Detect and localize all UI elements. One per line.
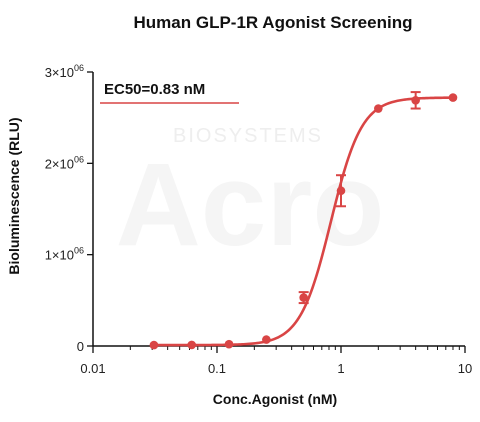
y-axis-label: Bioluminescence (RLU) xyxy=(6,117,22,274)
watermark-logo: Acro xyxy=(116,139,385,271)
chart-title: Human GLP-1R Agonist Screening xyxy=(134,13,413,32)
y-tick-label: 1×1006 xyxy=(45,246,84,263)
plot-area: 0.01 0.1 1 10 0 1×1006 2×1006 3×1006 xyxy=(45,63,473,376)
x-tick-label: 10 xyxy=(458,361,472,376)
x-tick-label: 0.1 xyxy=(208,361,226,376)
x-tick-label: 0.01 xyxy=(80,361,105,376)
x-tick-label: 1 xyxy=(337,361,344,376)
y-tick-label: 2×1006 xyxy=(45,154,84,171)
data-point xyxy=(149,340,159,350)
ec50-annotation: EC50=0.83 nM xyxy=(100,81,239,104)
data-point xyxy=(336,186,346,196)
y-tick-label: 0 xyxy=(77,339,84,354)
data-point xyxy=(187,340,196,350)
data-point xyxy=(448,93,458,102)
watermark: Acro BIOSYSTEMS xyxy=(116,125,385,271)
data-point xyxy=(262,335,271,344)
x-axis-label: Conc.Agonist (nM) xyxy=(213,391,337,407)
y-tick-label: 3×1006 xyxy=(45,63,84,80)
watermark-text: BIOSYSTEMS xyxy=(173,125,323,147)
fit-curve xyxy=(153,96,453,347)
data-point xyxy=(411,96,420,105)
data-point xyxy=(224,339,234,349)
data-point xyxy=(299,293,308,302)
ec50-label: EC50=0.83 nM xyxy=(104,81,205,98)
data-point xyxy=(374,104,383,113)
